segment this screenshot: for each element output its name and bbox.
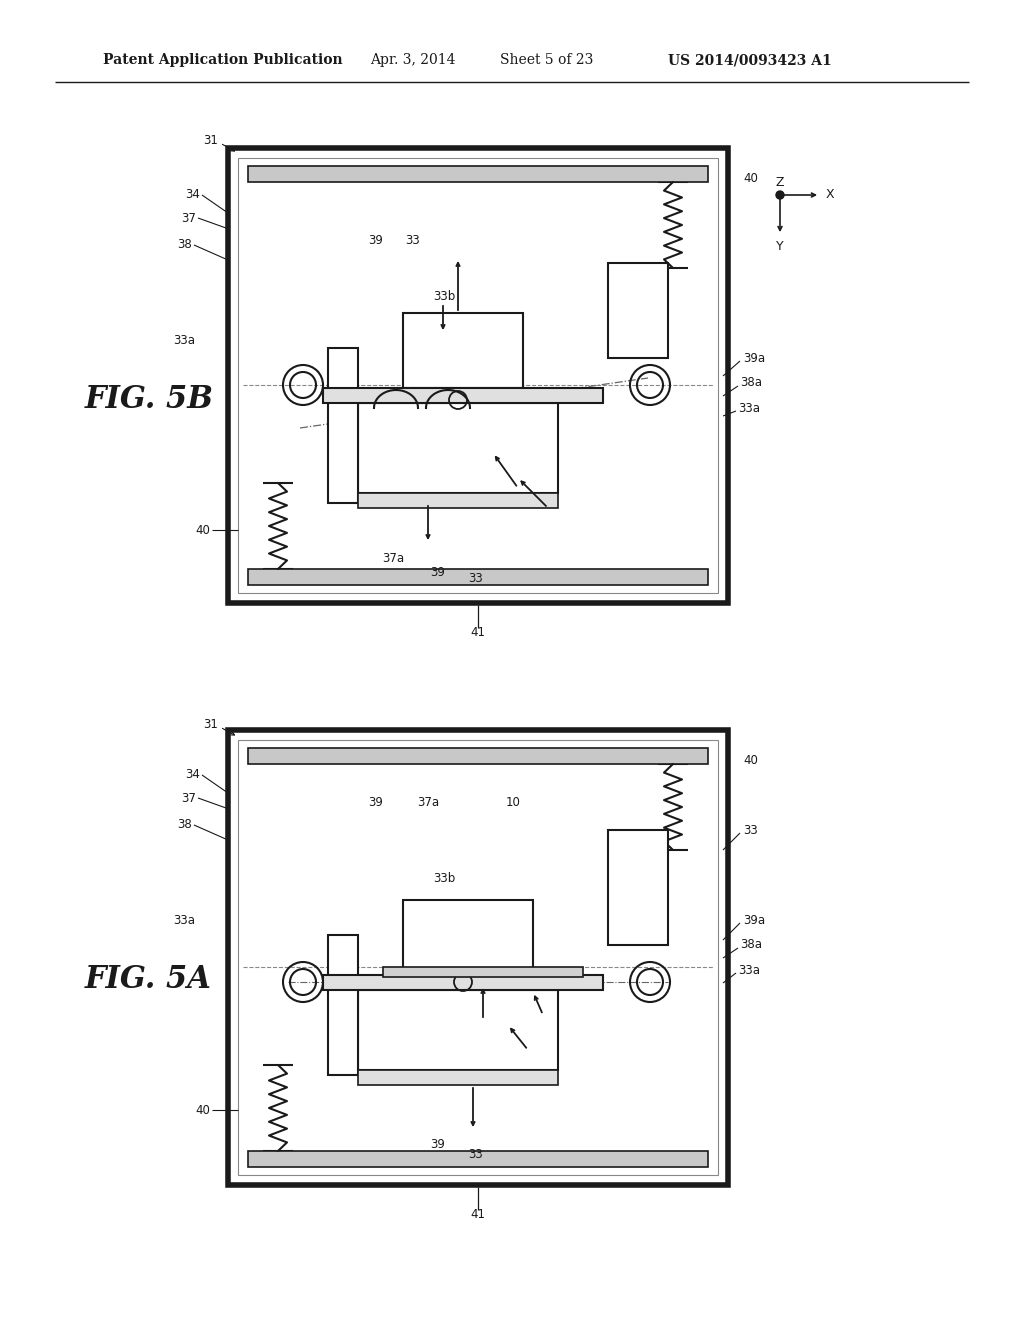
Bar xyxy=(323,975,603,990)
Text: Z: Z xyxy=(776,177,784,190)
Text: 33a: 33a xyxy=(173,334,195,346)
Text: 33: 33 xyxy=(743,824,758,837)
Text: 33b: 33b xyxy=(433,871,456,884)
Text: 39: 39 xyxy=(369,796,383,808)
Text: Y: Y xyxy=(776,240,783,253)
Text: FIG. 5B: FIG. 5B xyxy=(85,384,214,416)
Text: 31: 31 xyxy=(203,718,218,730)
Bar xyxy=(358,403,558,492)
Text: US 2014/0093423 A1: US 2014/0093423 A1 xyxy=(668,53,831,67)
Text: 33a: 33a xyxy=(738,964,760,977)
Text: 39: 39 xyxy=(430,566,445,579)
Bar xyxy=(328,348,358,503)
Bar xyxy=(238,158,718,593)
Text: 37: 37 xyxy=(181,211,196,224)
Text: 33a: 33a xyxy=(738,401,760,414)
Text: 37a: 37a xyxy=(417,796,439,808)
Bar xyxy=(608,263,668,358)
Text: Patent Application Publication: Patent Application Publication xyxy=(103,53,343,67)
Text: X: X xyxy=(825,189,835,202)
Bar xyxy=(248,166,708,182)
Text: 33a: 33a xyxy=(173,913,195,927)
Text: 40: 40 xyxy=(196,1104,210,1117)
Text: 38a: 38a xyxy=(740,939,762,952)
Bar xyxy=(248,748,708,764)
Bar xyxy=(358,492,558,508)
Text: Apr. 3, 2014: Apr. 3, 2014 xyxy=(370,53,456,67)
Bar xyxy=(248,569,708,585)
Bar xyxy=(238,741,718,1175)
Bar xyxy=(248,1151,708,1167)
Text: 33: 33 xyxy=(406,234,421,247)
Text: 40: 40 xyxy=(196,524,210,536)
Bar xyxy=(328,935,358,1074)
Text: FIG. 5A: FIG. 5A xyxy=(85,965,212,995)
Text: 39: 39 xyxy=(430,1138,445,1151)
Text: 39a: 39a xyxy=(743,913,765,927)
Text: 10: 10 xyxy=(506,796,520,808)
Bar xyxy=(323,388,603,403)
Text: 41: 41 xyxy=(470,627,485,639)
Text: 39: 39 xyxy=(369,234,383,247)
Bar xyxy=(228,148,728,603)
Bar xyxy=(383,968,583,977)
Bar xyxy=(403,900,534,975)
Bar xyxy=(358,990,558,1071)
Text: Sheet 5 of 23: Sheet 5 of 23 xyxy=(500,53,593,67)
Text: 37: 37 xyxy=(181,792,196,804)
Text: 41: 41 xyxy=(470,1209,485,1221)
Circle shape xyxy=(776,191,784,199)
Text: 33b: 33b xyxy=(433,289,456,302)
Text: 38a: 38a xyxy=(740,376,762,389)
Bar xyxy=(358,1071,558,1085)
Text: 34: 34 xyxy=(185,189,200,202)
Text: 33: 33 xyxy=(469,572,483,585)
Text: 40: 40 xyxy=(743,172,758,185)
Text: 39a: 39a xyxy=(743,351,765,364)
Text: 38: 38 xyxy=(177,818,193,832)
Text: 37a: 37a xyxy=(382,552,404,565)
Bar xyxy=(228,730,728,1185)
Bar xyxy=(403,313,523,388)
Text: 31: 31 xyxy=(203,133,218,147)
Text: 40: 40 xyxy=(743,754,758,767)
Text: 33: 33 xyxy=(469,1148,483,1162)
Text: 34: 34 xyxy=(185,768,200,781)
Bar xyxy=(608,830,668,945)
Text: 38: 38 xyxy=(177,239,193,252)
